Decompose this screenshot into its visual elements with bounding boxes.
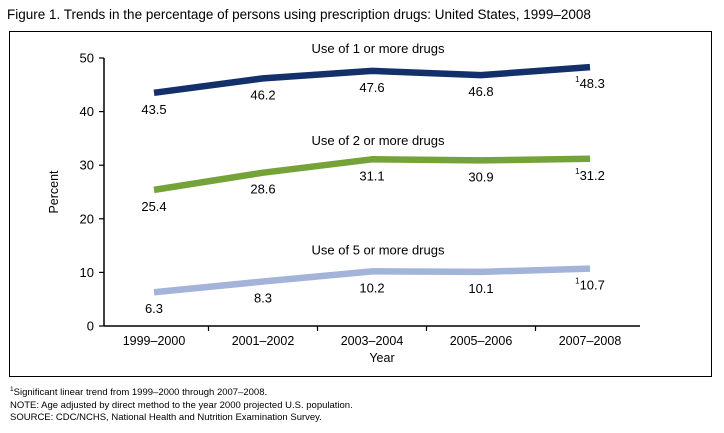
data-label: 8.3 xyxy=(254,291,272,306)
data-label: 31.1 xyxy=(359,168,384,183)
note-text: NOTE: Age adjusted by direct method to t… xyxy=(10,399,353,411)
y-tick-label: 20 xyxy=(80,211,94,226)
data-label: 148.3 xyxy=(575,75,605,91)
x-tick-label: 2005–2006 xyxy=(450,334,513,348)
series-name-label: Use of 2 or more drugs xyxy=(312,133,445,148)
y-tick-label: 50 xyxy=(80,51,94,66)
data-label: 47.6 xyxy=(359,80,384,95)
data-label: 30.9 xyxy=(468,169,493,184)
data-label: 110.7 xyxy=(575,277,605,293)
figure-title: Figure 1. Trends in the percentage of pe… xyxy=(7,7,591,22)
data-label: 28.6 xyxy=(250,182,275,197)
data-label-value: 10.7 xyxy=(580,278,605,293)
y-tick-label: 30 xyxy=(80,158,94,173)
significance-marker: 1 xyxy=(575,167,580,176)
data-label: 46.2 xyxy=(250,87,275,102)
x-tick-label: 2007–2008 xyxy=(559,334,622,348)
data-label: 131.2 xyxy=(575,167,605,183)
data-label: 25.4 xyxy=(141,199,166,214)
series-line xyxy=(153,63,591,97)
y-tick-label: 0 xyxy=(87,319,94,334)
data-label-value: 31.2 xyxy=(580,168,605,183)
figure-notes: 1Significant linear trend from 1999–2000… xyxy=(10,384,353,425)
x-axis-title: Year xyxy=(369,351,394,365)
data-label-value: 48.3 xyxy=(580,76,605,91)
series-line xyxy=(153,265,591,296)
data-label: 10.1 xyxy=(468,281,493,296)
footnote-marker: 1 xyxy=(10,386,14,393)
significance-marker: 1 xyxy=(575,277,580,286)
data-label: 46.8 xyxy=(468,84,493,99)
data-label: 6.3 xyxy=(145,301,163,316)
footnote: 1Significant linear trend from 1999–2000… xyxy=(10,384,353,400)
series-line xyxy=(153,155,591,194)
data-label: 10.2 xyxy=(359,280,384,295)
x-tick-label: 1999–2000 xyxy=(123,334,186,348)
y-axis-title: Percent xyxy=(47,170,61,214)
source-text: SOURCE: CDC/NCHS, National Health and Nu… xyxy=(10,412,322,424)
series-name-label: Use of 5 or more drugs xyxy=(312,243,445,258)
y-tick-label: 10 xyxy=(80,265,94,280)
series-name-label: Use of 1 or more drugs xyxy=(312,41,445,56)
x-tick-label: 2001–2002 xyxy=(232,334,295,348)
data-label: 43.5 xyxy=(141,102,166,117)
y-tick-label: 40 xyxy=(80,104,94,119)
chart-frame xyxy=(9,31,712,377)
footnote-text: Significant linear trend from 1999–2000 … xyxy=(13,387,268,399)
significance-marker: 1 xyxy=(575,75,580,84)
x-tick-label: 2003–2004 xyxy=(341,334,404,348)
